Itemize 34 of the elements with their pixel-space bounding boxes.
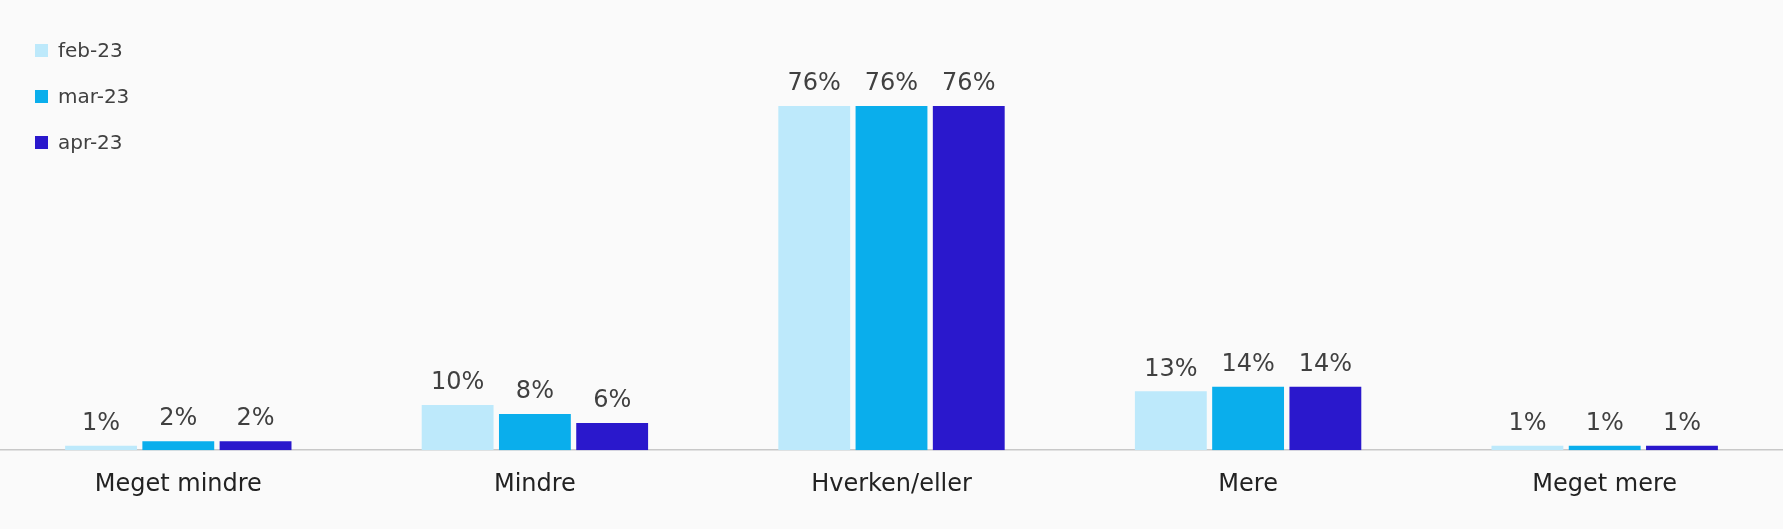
- data-label: 1%: [1662, 407, 1701, 436]
- data-label: 8%: [515, 376, 554, 405]
- bar: [1289, 386, 1362, 451]
- bar: [576, 423, 649, 451]
- x-tick-label: Mindre: [493, 468, 576, 497]
- data-label: 1%: [82, 407, 121, 436]
- data-label: 14%: [1221, 349, 1275, 378]
- data-label: 2%: [236, 403, 275, 432]
- data-label: 1%: [1508, 407, 1547, 436]
- bar: [142, 441, 215, 451]
- data-label: 10%: [430, 367, 485, 396]
- bar: [219, 441, 292, 451]
- legend-label: mar-23: [58, 84, 130, 108]
- bar: [498, 413, 571, 451]
- data-label: 76%: [942, 68, 996, 97]
- bar: [855, 106, 928, 451]
- bar: [778, 106, 851, 451]
- data-label: 6%: [593, 385, 632, 414]
- bar: [932, 106, 1005, 451]
- legend-label: feb-23: [58, 38, 123, 62]
- legend-label: apr-23: [58, 130, 123, 154]
- x-tick-label: Meget mere: [1532, 468, 1678, 497]
- bar: [1134, 391, 1207, 451]
- data-label: 1%: [1585, 407, 1624, 436]
- data-label: 2%: [159, 403, 198, 432]
- bar: [421, 404, 494, 451]
- data-label: 76%: [864, 68, 919, 97]
- data-label: 13%: [1144, 353, 1198, 382]
- x-tick-label: Hverken/eller: [811, 468, 972, 497]
- data-label: 76%: [787, 68, 841, 97]
- bar: [1212, 386, 1285, 451]
- x-tick-label: Meget mindre: [94, 468, 262, 497]
- data-label: 14%: [1298, 349, 1353, 378]
- x-tick-label: Mere: [1218, 468, 1278, 497]
